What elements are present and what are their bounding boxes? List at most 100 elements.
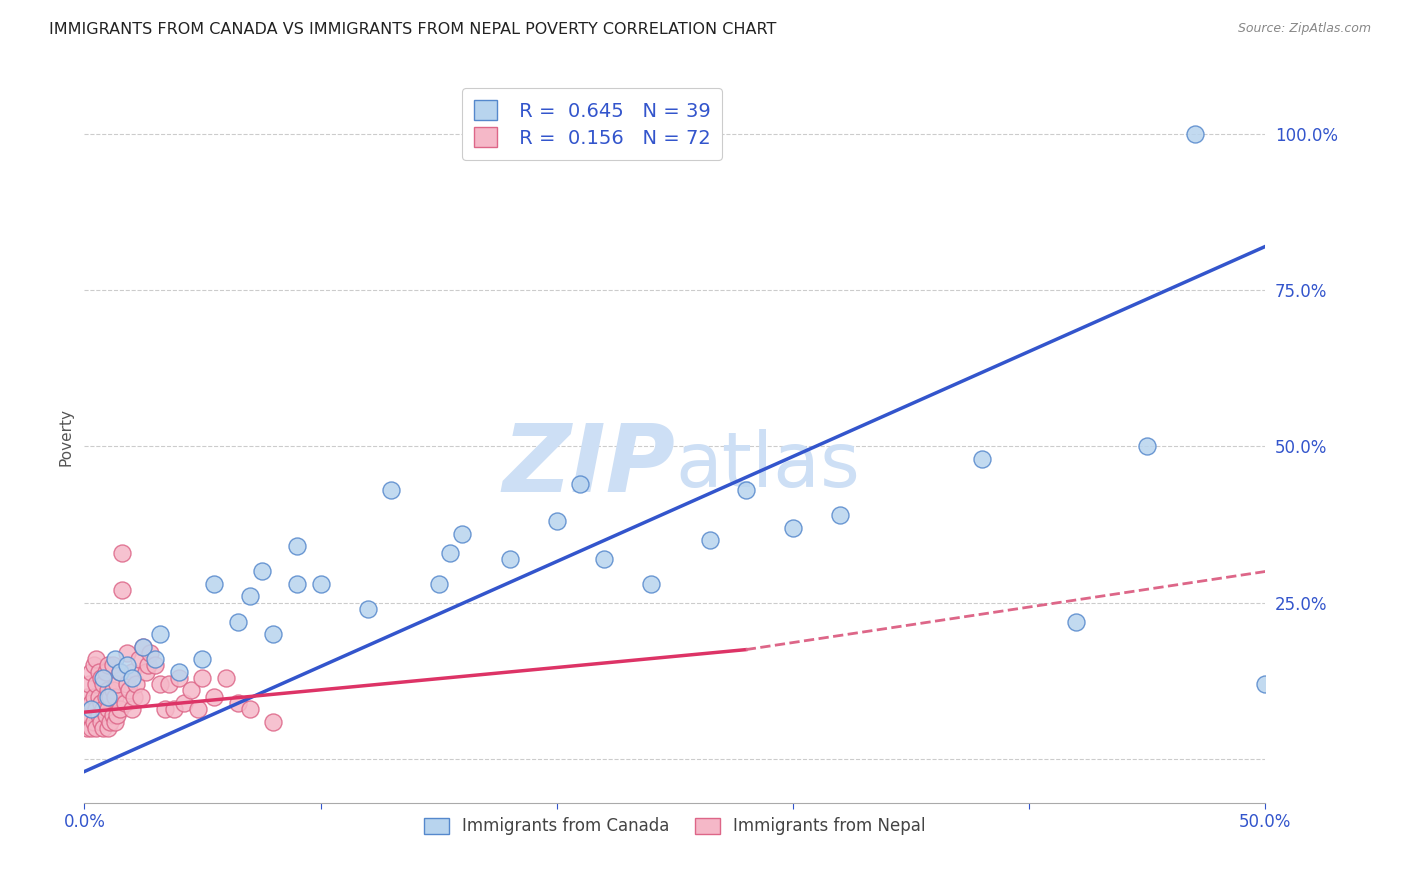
Point xyxy=(970,452,993,467)
Point xyxy=(1184,127,1206,141)
Text: atlas: atlas xyxy=(675,429,859,503)
Point xyxy=(191,671,214,685)
Point xyxy=(1066,615,1088,629)
Point xyxy=(121,671,143,685)
Point xyxy=(380,483,402,498)
Point xyxy=(104,652,127,666)
Point xyxy=(163,702,186,716)
Point xyxy=(546,515,568,529)
Point xyxy=(122,690,145,704)
Point xyxy=(135,665,157,679)
Point xyxy=(149,627,172,641)
Point xyxy=(84,652,107,666)
Point xyxy=(97,690,120,704)
Point xyxy=(108,665,131,679)
Point xyxy=(91,677,114,691)
Point xyxy=(91,671,114,685)
Point xyxy=(239,590,262,604)
Point xyxy=(111,583,134,598)
Point xyxy=(498,552,520,566)
Point xyxy=(782,521,804,535)
Point xyxy=(84,721,107,735)
Point xyxy=(180,683,202,698)
Point xyxy=(202,690,225,704)
Point xyxy=(173,696,195,710)
Point xyxy=(98,714,121,729)
Point xyxy=(125,677,148,691)
Point xyxy=(427,577,450,591)
Point xyxy=(77,708,100,723)
Point xyxy=(132,640,155,654)
Point xyxy=(593,552,616,566)
Point xyxy=(115,646,138,660)
Point xyxy=(143,652,166,666)
Y-axis label: Poverty: Poverty xyxy=(58,408,73,467)
Point xyxy=(84,702,107,716)
Point xyxy=(80,696,103,710)
Point xyxy=(309,577,332,591)
Point xyxy=(108,702,131,716)
Point xyxy=(640,577,662,591)
Point xyxy=(98,690,121,704)
Point xyxy=(357,602,380,616)
Point xyxy=(167,665,190,679)
Point xyxy=(115,677,138,691)
Point xyxy=(104,714,127,729)
Point xyxy=(149,677,172,691)
Point xyxy=(83,690,105,704)
Point xyxy=(108,665,131,679)
Point xyxy=(285,577,308,591)
Point xyxy=(91,702,114,716)
Point xyxy=(451,527,474,541)
Point xyxy=(215,671,238,685)
Point xyxy=(1136,440,1159,454)
Point xyxy=(734,483,756,498)
Point xyxy=(76,721,98,735)
Point xyxy=(226,615,249,629)
Point xyxy=(97,658,120,673)
Point xyxy=(121,702,143,716)
Point xyxy=(118,683,141,698)
Point xyxy=(1254,677,1277,691)
Point xyxy=(202,577,225,591)
Point xyxy=(439,546,461,560)
Point xyxy=(87,690,110,704)
Point xyxy=(101,708,124,723)
Point xyxy=(128,652,150,666)
Text: Source: ZipAtlas.com: Source: ZipAtlas.com xyxy=(1237,22,1371,36)
Point xyxy=(91,721,114,735)
Point xyxy=(129,690,152,704)
Point xyxy=(94,665,117,679)
Point xyxy=(157,677,180,691)
Point xyxy=(77,677,100,691)
Point xyxy=(191,652,214,666)
Point xyxy=(97,683,120,698)
Point xyxy=(97,721,120,735)
Point xyxy=(262,627,284,641)
Point xyxy=(239,702,262,716)
Point xyxy=(80,702,103,716)
Point xyxy=(87,708,110,723)
Point xyxy=(94,690,117,704)
Point xyxy=(114,696,136,710)
Point xyxy=(143,658,166,673)
Point xyxy=(262,714,284,729)
Point xyxy=(153,702,176,716)
Point xyxy=(87,665,110,679)
Point xyxy=(107,708,129,723)
Point xyxy=(101,683,124,698)
Point xyxy=(132,640,155,654)
Point xyxy=(83,658,105,673)
Point xyxy=(90,671,112,685)
Point xyxy=(80,665,103,679)
Point xyxy=(139,646,162,660)
Legend: Immigrants from Canada, Immigrants from Nepal: Immigrants from Canada, Immigrants from … xyxy=(418,811,932,842)
Point xyxy=(285,540,308,554)
Point xyxy=(83,714,105,729)
Point xyxy=(80,721,103,735)
Point xyxy=(90,714,112,729)
Point xyxy=(90,696,112,710)
Point xyxy=(84,677,107,691)
Point xyxy=(94,708,117,723)
Point xyxy=(699,533,721,548)
